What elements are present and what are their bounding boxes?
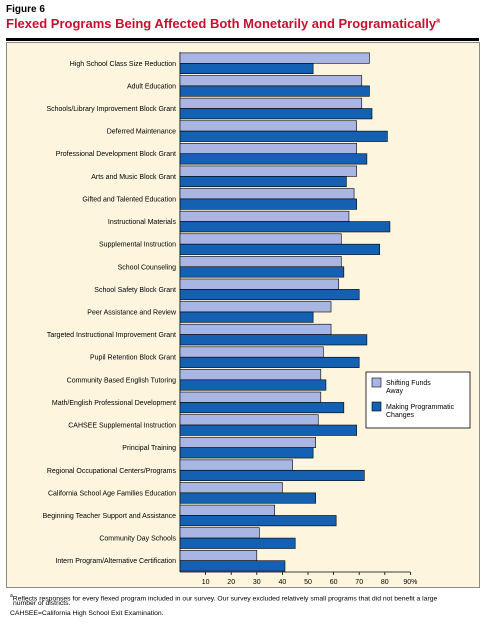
category-label: Math/English Professional Development — [52, 400, 176, 407]
bar-making-changes — [179, 85, 370, 97]
bar-making-changes — [179, 266, 345, 278]
x-tick-label: 60 — [330, 579, 338, 586]
chart-title: Flexed Programs Being Affected Both Mone… — [6, 16, 440, 31]
bar-shifting-funds — [179, 391, 322, 403]
bar-shifting-funds — [179, 527, 260, 539]
bar-making-changes — [179, 176, 347, 188]
bar-making-changes — [179, 289, 360, 301]
bar-making-changes — [179, 311, 314, 323]
category-label: Pupil Retention Block Grant — [90, 355, 176, 362]
category-label: Principal Training — [122, 445, 176, 452]
legend-label: Shifting Funds — [386, 380, 431, 387]
bar-making-changes — [179, 108, 373, 120]
bar-shifting-funds — [179, 369, 322, 381]
bar-shifting-funds — [179, 549, 258, 561]
category-label: Community Day Schools — [99, 536, 176, 543]
category-label: California School Age Families Education — [48, 490, 176, 497]
bar-making-changes — [179, 424, 357, 436]
category-label: Targeted Instructional Improvement Grant — [47, 332, 176, 339]
category-label: Deferred Maintenance — [107, 129, 176, 136]
bar-shifting-funds — [179, 256, 342, 268]
category-label: Adult Education — [127, 83, 176, 90]
chart-title-text: Flexed Programs Being Affected Both Mone… — [6, 16, 437, 31]
legend-label-continued: Away — [386, 388, 403, 395]
category-label: Community Based English Tutoring — [67, 377, 176, 384]
x-tick-label: 50 — [304, 579, 312, 586]
bar-making-changes — [179, 243, 380, 255]
bar-shifting-funds — [179, 165, 357, 177]
bar-making-changes — [179, 130, 388, 142]
bar-making-changes — [179, 153, 368, 165]
bar-making-changes — [179, 334, 368, 346]
bar-making-changes — [179, 492, 316, 504]
legend-box — [365, 371, 471, 429]
bar-making-changes — [179, 379, 327, 391]
category-label: Schools/Library Improvement Block Grant — [46, 106, 176, 113]
legend-swatch — [371, 377, 382, 388]
legend-label-continued: Changes — [386, 412, 415, 419]
bar-shifting-funds — [179, 75, 363, 87]
bar-shifting-funds — [179, 120, 357, 132]
legend-swatch — [371, 401, 382, 412]
bar-shifting-funds — [179, 436, 316, 448]
bar-making-changes — [179, 447, 314, 459]
footnote-line-3: CAHSEE=California High School Exit Exami… — [10, 610, 164, 617]
footnote-marker: a — [10, 593, 13, 599]
x-tick-label: 40 — [279, 579, 287, 586]
category-label: Instructional Materials — [108, 219, 177, 226]
bar-shifting-funds — [179, 504, 276, 516]
x-tick-label: 20 — [227, 579, 235, 586]
category-label: Beginning Teacher Support and Assistance — [43, 513, 176, 520]
category-label: Supplemental Instruction — [99, 242, 176, 249]
figure-label: Figure 6 — [6, 4, 45, 15]
bar-shifting-funds — [179, 323, 332, 335]
x-tick-label: 80 — [381, 579, 389, 586]
bar-making-changes — [179, 63, 314, 75]
bar-making-changes — [179, 560, 286, 572]
bar-making-changes — [179, 198, 357, 210]
footnote-text-1: Reflects responses for every flexed prog… — [12, 595, 438, 603]
bar-making-changes — [179, 537, 296, 549]
bar-shifting-funds — [179, 52, 370, 64]
category-label: Arts and Music Block Grant — [91, 174, 176, 181]
x-tick-label: 70 — [355, 579, 363, 586]
category-label: Professional Development Block Grant — [56, 151, 176, 158]
bar-making-changes — [179, 402, 345, 414]
category-label: Intern Program/Alternative Certification — [55, 558, 176, 565]
bar-making-changes — [179, 221, 391, 233]
category-label: School Counseling — [118, 264, 176, 271]
bar-shifting-funds — [179, 210, 350, 222]
category-label: Regional Occupational Centers/Programs — [47, 468, 177, 475]
bar-shifting-funds — [179, 97, 363, 109]
category-label: Gifted and Talented Education — [82, 196, 176, 203]
x-tick-label: 10 — [202, 579, 210, 586]
x-tick-label: 90% — [403, 579, 417, 586]
bar-making-changes — [179, 356, 360, 368]
legend-label: Making Programmatic — [386, 404, 455, 411]
bar-shifting-funds — [179, 301, 332, 313]
category-label: Peer Assistance and Review — [87, 310, 177, 317]
bar-making-changes — [179, 515, 337, 527]
bar-making-changes — [179, 469, 365, 481]
footnote-line-1: aReflects responses for every flexed pro… — [10, 592, 437, 603]
category-label: CAHSEE Supplemental Instruction — [68, 423, 176, 430]
bar-shifting-funds — [179, 143, 357, 155]
bar-shifting-funds — [179, 278, 340, 290]
title-footnote-marker: a — [436, 17, 440, 25]
bar-shifting-funds — [179, 414, 319, 426]
title-rule — [6, 38, 479, 41]
category-label: School Safety Block Grant — [94, 287, 176, 294]
x-tick-label: 30 — [253, 579, 261, 586]
bar-shifting-funds — [179, 188, 355, 200]
footnote-line-2: number of districts. — [13, 600, 71, 607]
bar-shifting-funds — [179, 482, 283, 494]
category-label: High School Class Size Reduction — [70, 61, 176, 68]
bar-shifting-funds — [179, 346, 324, 358]
bar-shifting-funds — [179, 233, 342, 245]
bar-shifting-funds — [179, 459, 293, 471]
